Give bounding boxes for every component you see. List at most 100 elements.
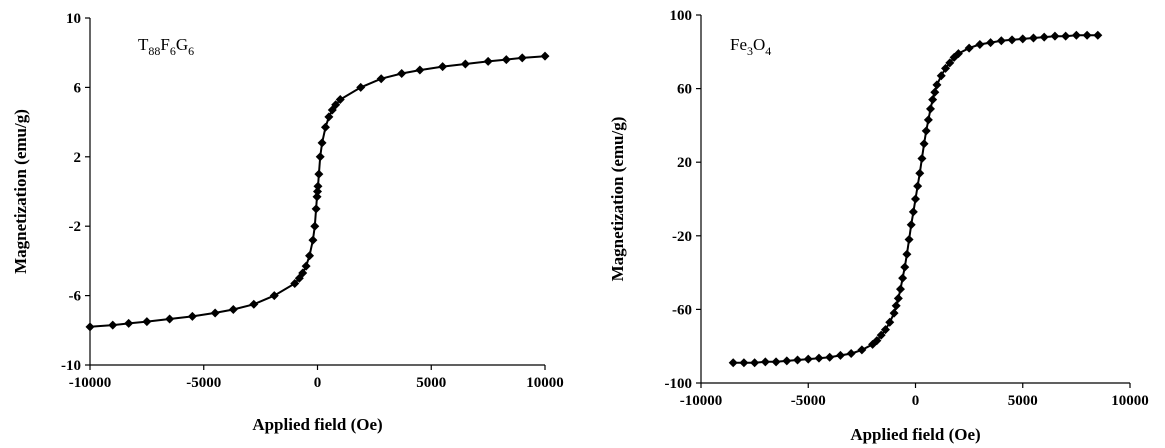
data-point [1082,30,1092,40]
data-point [187,311,197,321]
data-point [803,354,813,364]
data-point [915,168,925,178]
data-point [460,59,470,69]
data-point [872,336,882,346]
x-tick-label: 10000 [526,375,564,391]
data-point [249,299,259,309]
sample-label: Fe3O4 [730,35,771,58]
data-point [313,187,322,196]
data-point [269,291,279,301]
x-axis-title: Applied field (Oe) [850,425,980,444]
x-tick-label: -10000 [680,393,723,409]
data-point [312,192,322,202]
sample-label-subscript: 3 [747,44,753,58]
data-point [320,122,330,132]
data-point [739,358,749,368]
data-point [880,325,890,335]
data-point [1061,31,1071,41]
data-point [314,169,324,179]
data-point [1018,34,1028,44]
y-tick-label: -20 [672,229,692,245]
data-point [921,126,931,136]
y-axis-title: Magnetization (emu/g) [608,117,627,282]
data-point [771,357,781,367]
data-point [814,353,824,363]
data-point [945,58,955,68]
sample-label-subscript: 6 [170,44,176,58]
y-tick-label: 20 [677,155,692,171]
data-point [917,154,927,164]
data-point [889,308,899,318]
y-axis-title: Magnetization (emu/g) [11,109,30,274]
data-point [1050,31,1060,41]
data-point [483,56,493,66]
data-point [501,55,511,65]
data-point [313,181,323,191]
data-point [898,273,908,283]
sample-label-part: G [176,35,188,54]
data-point [415,65,425,75]
data-point [315,152,325,162]
data-point [825,352,835,362]
data-point [728,358,738,368]
sample-label-subscript: 6 [188,44,194,58]
data-point [750,358,760,368]
data-point [926,104,936,114]
data-point [911,194,920,204]
data-point [782,356,792,366]
y-tick-label: -6 [69,289,82,305]
data-point [923,115,933,125]
y-tick-label: 10 [66,11,81,27]
x-tick-label: -10000 [69,375,112,391]
data-point [900,262,910,272]
data-point [85,322,95,332]
data-point [108,320,118,330]
x-tick-label: 5000 [1008,393,1038,409]
data-point [124,318,134,328]
data-point [1028,33,1038,43]
data-point [324,112,334,122]
y-tick-label: 100 [670,8,693,24]
x-tick-label: -5000 [186,375,221,391]
data-point [986,38,996,48]
data-point [975,39,985,49]
x-tick-label: -5000 [791,393,826,409]
y-tick-label: -100 [665,376,693,392]
data-point [305,251,315,261]
data-point [964,43,974,53]
data-point [932,80,942,90]
data-point [891,301,901,311]
data-point [893,293,903,303]
sample-label-part: T [138,35,149,54]
data-point [846,349,856,359]
data-point [876,330,886,340]
sample-label-part: O [753,35,765,54]
sample-label: T88F6G6 [138,35,194,58]
data-point [941,63,951,73]
data-point [308,235,318,245]
x-tick-label: 0 [314,375,322,391]
x-tick-label: 10000 [1111,393,1149,409]
x-tick-label: 5000 [416,375,446,391]
data-point [919,139,929,149]
data-point [1093,30,1103,40]
data-point [996,36,1006,46]
data-point [906,220,916,230]
x-axis-title: Applied field (Oe) [252,415,382,434]
sample-label-part: Fe [730,35,747,54]
sample-label-subscript: 88 [148,44,160,58]
data-point [228,304,238,314]
data-point [835,350,845,360]
chart-left: -10 -6 -2 2 6 10 -10000 -5000 0 5000 10000 Applied … [11,11,564,434]
x-tick-label: 0 [912,393,920,409]
data-point [953,49,963,59]
y-tick-label: 60 [677,82,692,98]
data-point [930,87,940,97]
data-point [298,268,308,278]
y-tick-label: -10 [61,358,81,374]
data-point [165,314,175,324]
y-tick-label: -2 [69,219,82,235]
data-point [335,95,345,105]
data-point [908,207,918,217]
data-point [895,284,905,294]
